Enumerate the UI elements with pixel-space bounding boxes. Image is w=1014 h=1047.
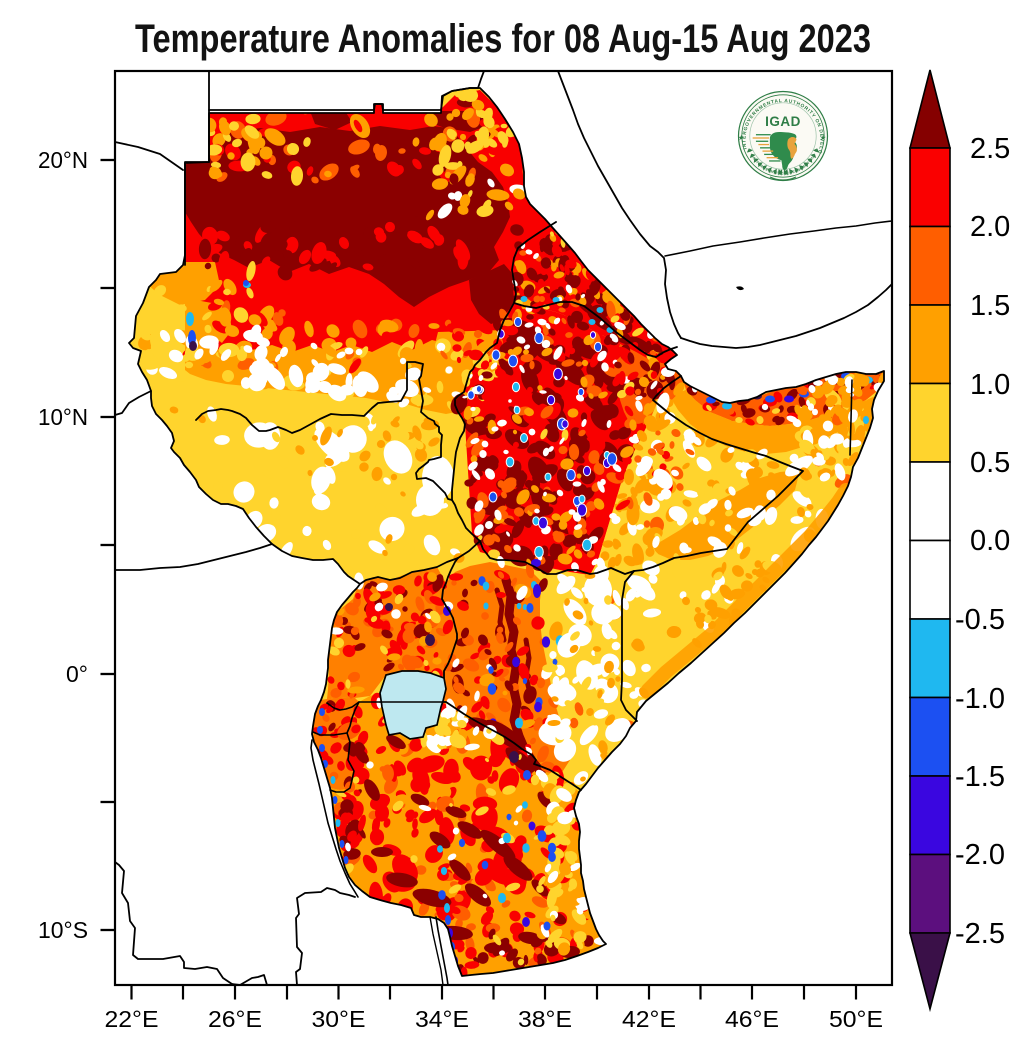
- svg-text:-2.0: -2.0: [955, 839, 1005, 871]
- svg-text:IGAD: IGAD: [765, 114, 801, 129]
- svg-text:38°E: 38°E: [518, 1006, 572, 1032]
- svg-text:26°E: 26°E: [208, 1006, 262, 1032]
- svg-text:0°: 0°: [66, 661, 88, 687]
- svg-text:2.0: 2.0: [970, 211, 1010, 243]
- svg-text:-2.5: -2.5: [955, 918, 1005, 950]
- svg-text:34°E: 34°E: [415, 1006, 469, 1032]
- svg-text:★: ★: [820, 134, 826, 142]
- svg-text:20°N: 20°N: [38, 147, 88, 173]
- svg-text:2.5: 2.5: [970, 133, 1010, 165]
- svg-text:0.0: 0.0: [970, 525, 1010, 557]
- svg-text:-1.5: -1.5: [955, 761, 1005, 793]
- svg-text:50°E: 50°E: [829, 1006, 883, 1032]
- svg-text:46°E: 46°E: [725, 1006, 779, 1032]
- svg-text:10°S: 10°S: [38, 917, 88, 943]
- svg-text:42°E: 42°E: [622, 1006, 676, 1032]
- svg-text:22°E: 22°E: [105, 1006, 159, 1032]
- svg-text:Temperature Anomalies for 08 A: Temperature Anomalies for 08 Aug-15 Aug …: [135, 17, 871, 61]
- svg-text:-0.5: -0.5: [955, 604, 1005, 636]
- svg-text:30°E: 30°E: [312, 1006, 366, 1032]
- svg-text:10°N: 10°N: [38, 404, 88, 430]
- svg-text:0.5: 0.5: [970, 447, 1010, 479]
- svg-text:1.0: 1.0: [970, 369, 1010, 401]
- svg-text:★: ★: [738, 134, 744, 142]
- svg-text:1.5: 1.5: [970, 290, 1010, 322]
- svg-text:-1.0: -1.0: [955, 683, 1005, 715]
